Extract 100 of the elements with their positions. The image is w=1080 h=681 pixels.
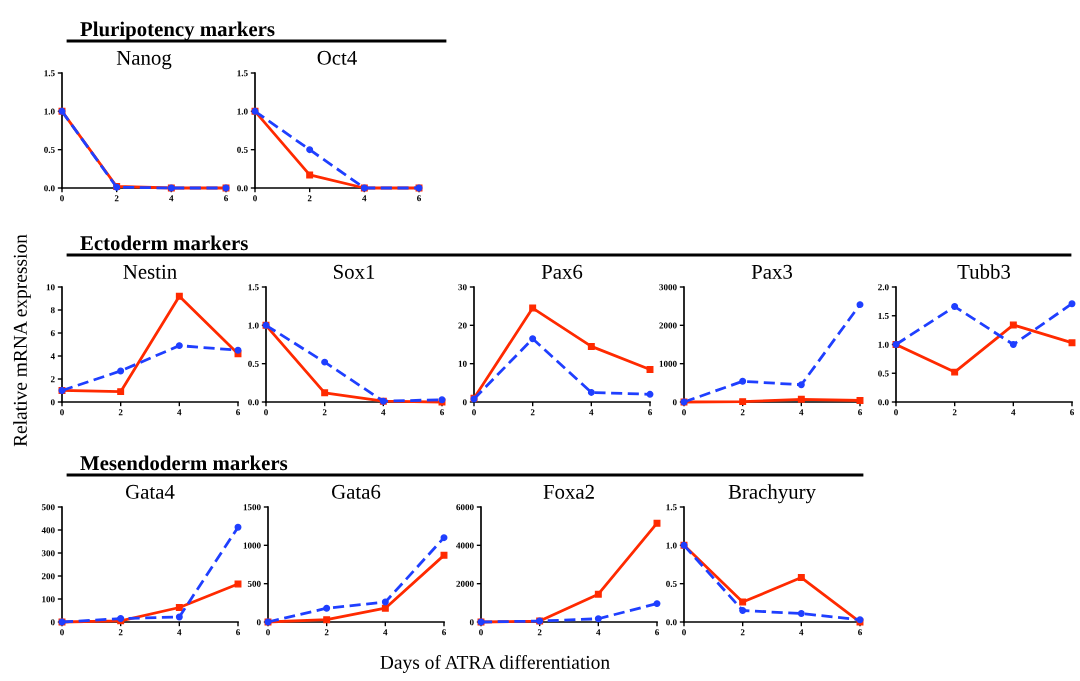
x-tick-label: 6 [1070, 409, 1074, 416]
text: Pluripotency markers [80, 21, 275, 41]
y-tick-label: 6 [50, 330, 55, 337]
x-tick-label: 6 [442, 629, 446, 636]
y-tick-label: 1.0 [878, 341, 889, 348]
y-tick-label: 1.5 [44, 70, 55, 77]
x-tick-label: 2 [118, 409, 123, 416]
y-tick-label: 200 [41, 573, 55, 580]
chart-title: Pax3 [751, 264, 793, 279]
x-tick-label: 0 [264, 409, 268, 416]
x-tick-label: 2 [952, 409, 957, 416]
x-tick-label: 2 [324, 629, 329, 636]
x-tick-label: 0 [266, 629, 270, 636]
y-tick-label: 0.5 [248, 360, 259, 367]
x-tick-label: 0 [60, 409, 64, 416]
y-tick-label: 10 [46, 284, 55, 291]
y-tick-label: 500 [41, 504, 55, 511]
y-tick-label: 0 [256, 619, 261, 626]
x-tick-label: 4 [1011, 409, 1016, 416]
y-tick-label: 0.0 [666, 619, 677, 626]
x-axis-title: Days of ATRA differentiation [380, 655, 610, 673]
x-tick-label: 2 [322, 409, 327, 416]
chart-title: Foxa2 [543, 484, 594, 499]
x-tick-label: 4 [799, 629, 804, 636]
y-tick-label: 0 [469, 619, 474, 626]
x-tick-label: 6 [858, 629, 862, 636]
x-tick-label: 6 [417, 195, 421, 202]
y-tick-label: 1.0 [248, 322, 259, 329]
y-tick-label: 4000 [456, 542, 474, 549]
y-tick-label: 300 [41, 550, 55, 557]
y-tick-label: 1.0 [666, 542, 677, 549]
y-tick-label: 0.5 [237, 146, 248, 153]
x-tick-label: 0 [682, 629, 686, 636]
x-tick-label: 4 [177, 629, 182, 636]
y-tick-label: 30 [458, 284, 467, 291]
y-tick-label: 4 [50, 353, 55, 360]
chart-title: Pax6 [541, 264, 583, 279]
x-tick-label: 2 [740, 409, 745, 416]
y-tick-label: 0.0 [878, 399, 889, 406]
y-tick-label: 1.5 [248, 284, 259, 291]
chart-title: Gata4 [125, 484, 175, 499]
y-tick-label: 1.5 [666, 504, 677, 511]
y-tick-label: 0.5 [44, 146, 55, 153]
chart-title: Oct4 [317, 50, 357, 65]
x-tick-label: 4 [589, 409, 594, 416]
y-tick-label: 0.0 [44, 185, 55, 192]
x-tick-label: 4 [362, 195, 367, 202]
x-tick-label: 0 [894, 409, 898, 416]
y-tick-label: 3000 [659, 284, 677, 291]
y-tick-label: 0.0 [237, 185, 248, 192]
y-tick-label: 2000 [659, 322, 677, 329]
chart-title: Sox1 [333, 264, 375, 279]
y-tick-label: 1.5 [237, 70, 248, 77]
x-tick-label: 0 [60, 195, 64, 202]
x-tick-label: 0 [60, 629, 64, 636]
y-tick-label: 6000 [456, 504, 474, 511]
x-tick-label: 2 [118, 629, 123, 636]
y-tick-label: 10 [458, 360, 467, 367]
x-tick-label: 2 [114, 195, 119, 202]
x-tick-label: 6 [224, 195, 228, 202]
x-tick-label: 4 [799, 409, 804, 416]
y-tick-label: 0 [672, 399, 677, 406]
chart-title: Gata6 [331, 484, 381, 499]
y-tick-label: 500 [247, 580, 261, 587]
y-tick-label: 0.0 [248, 399, 259, 406]
x-tick-label: 4 [169, 195, 174, 202]
text: Mesendoderm markers [80, 455, 288, 471]
x-tick-label: 4 [381, 409, 386, 416]
x-tick-label: 4 [177, 409, 182, 416]
y-tick-label: 0 [462, 399, 467, 406]
x-tick-label: 2 [537, 629, 542, 636]
y-tick-label: 400 [41, 527, 55, 534]
y-tick-label: 1000 [243, 542, 261, 549]
y-tick-label: 1.5 [878, 312, 889, 320]
text: Ectoderm markers [80, 235, 248, 251]
x-tick-label: 2 [307, 195, 312, 202]
y-tick-label: 0.5 [666, 580, 677, 587]
y-tick-label: 100 [42, 596, 55, 603]
chart-title: Tubb3 [957, 264, 1011, 279]
y-tick-label: 2.0 [878, 284, 889, 291]
x-tick-label: 2 [740, 629, 745, 636]
y-tick-label: 2000 [456, 580, 474, 587]
y-tick-label: 8 [50, 307, 55, 314]
y-tick-label: 0 [50, 399, 55, 406]
x-tick-label: 4 [383, 629, 388, 636]
y-tick-label: 20 [458, 322, 467, 329]
y-tick-label: 2 [50, 376, 55, 383]
y-tick-label: 1000 [659, 360, 677, 367]
x-tick-label: 0 [682, 409, 686, 416]
chart-title: Nestin [123, 264, 177, 279]
y-tick-label: 0 [50, 619, 55, 626]
x-tick-label: 0 [479, 629, 483, 636]
chart-title: Nanog [116, 51, 172, 70]
y-tick-label: 0.5 [878, 370, 889, 377]
y-axis-title: Relative mRNA expression [13, 234, 31, 447]
chart-title: Brachyury [728, 484, 816, 504]
x-tick-label: 6 [648, 409, 652, 416]
y-tick-label: 1.0 [237, 108, 248, 115]
y-tick-label: 1.0 [44, 108, 55, 115]
y-tick-label: 1500 [243, 504, 261, 511]
